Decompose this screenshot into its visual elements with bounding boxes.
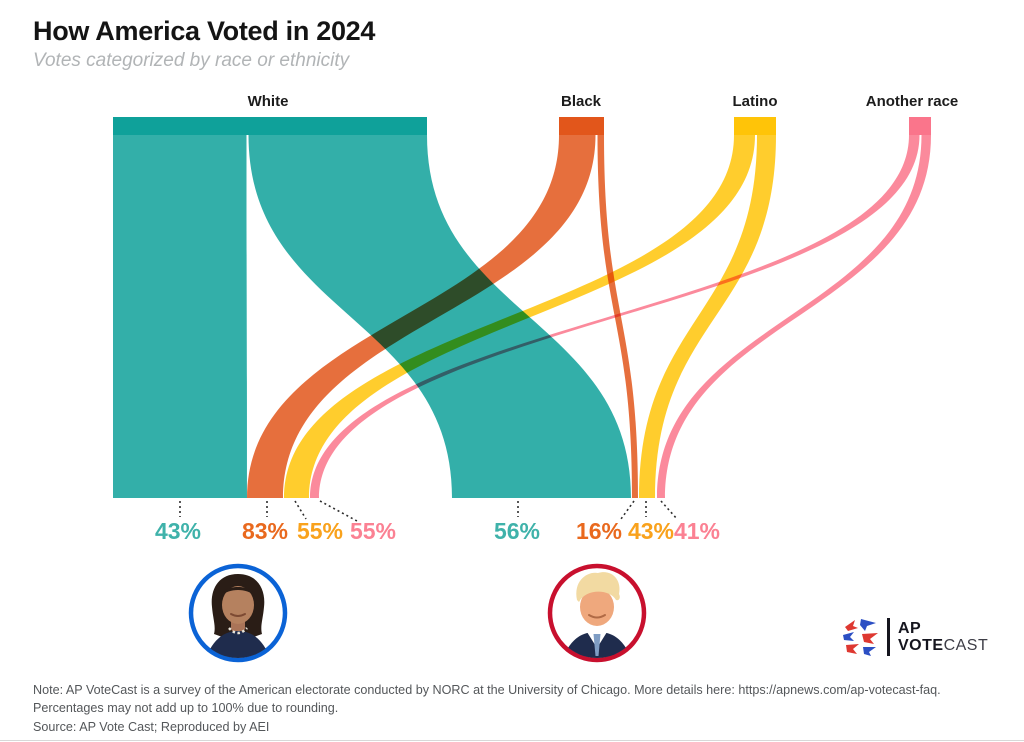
pct-trump-white: 56% [493,518,541,544]
race-label-black: Black [560,93,602,110]
sankey-flow-2 [247,135,596,498]
ap-votecast-logo: AP VOTECAST [841,617,988,657]
harris-portrait-icon [188,563,288,663]
race-label-latino: Latino [732,93,778,110]
pct-trump-another-race: 41% [673,518,721,544]
leader-line-5 [620,500,635,520]
ap-logo-icon [843,619,878,656]
sankey-flow-7 [657,135,931,498]
leader-line-2 [294,500,307,520]
trump-portrait-icon [547,563,647,663]
trump-photo [546,562,648,664]
logo-votecast-text: VOTECAST [898,637,989,654]
page-title: How America Voted in 2024 [33,16,376,46]
note-line-3: Source: AP Vote Cast; Reproduced by AEI [33,719,270,734]
sankey-node-black [559,117,604,135]
leader-line-3 [319,500,358,522]
sankey-node-white [113,117,427,135]
logo-divider [887,618,890,656]
pct-trump-latino: 43% [627,518,675,544]
pct-harris-black: 83% [241,518,289,544]
note-line-2: Percentages may not add up to 100% due t… [33,701,339,716]
leader-line-7 [660,500,678,520]
sankey-flow-6 [310,135,920,498]
note-line-1: Note: AP VoteCast is a survey of the Ame… [33,683,941,697]
race-label-another-race: Another race [865,93,959,110]
sankey-flow-1 [248,135,631,498]
pct-trump-black: 16% [575,518,623,544]
pct-harris-white: 43% [154,518,202,544]
sankey-flow-4 [284,135,755,498]
sankey-node-latino [734,117,776,135]
race-label-white: White [247,93,289,110]
page-subtitle: Votes categorized by race or ethnicity [33,50,350,71]
logo-ap-text: AP [898,620,922,637]
bottom-divider [0,740,1024,741]
footnote: Note: AP VoteCast is a survey of the Ame… [33,681,941,736]
pct-harris-latino: 55% [296,518,344,544]
harris-photo [187,562,289,664]
sankey-flow-0 [113,135,247,498]
sankey-node-another-race [909,117,931,135]
pct-harris-another-race: 55% [349,518,397,544]
sankey-flow-5 [639,135,776,498]
